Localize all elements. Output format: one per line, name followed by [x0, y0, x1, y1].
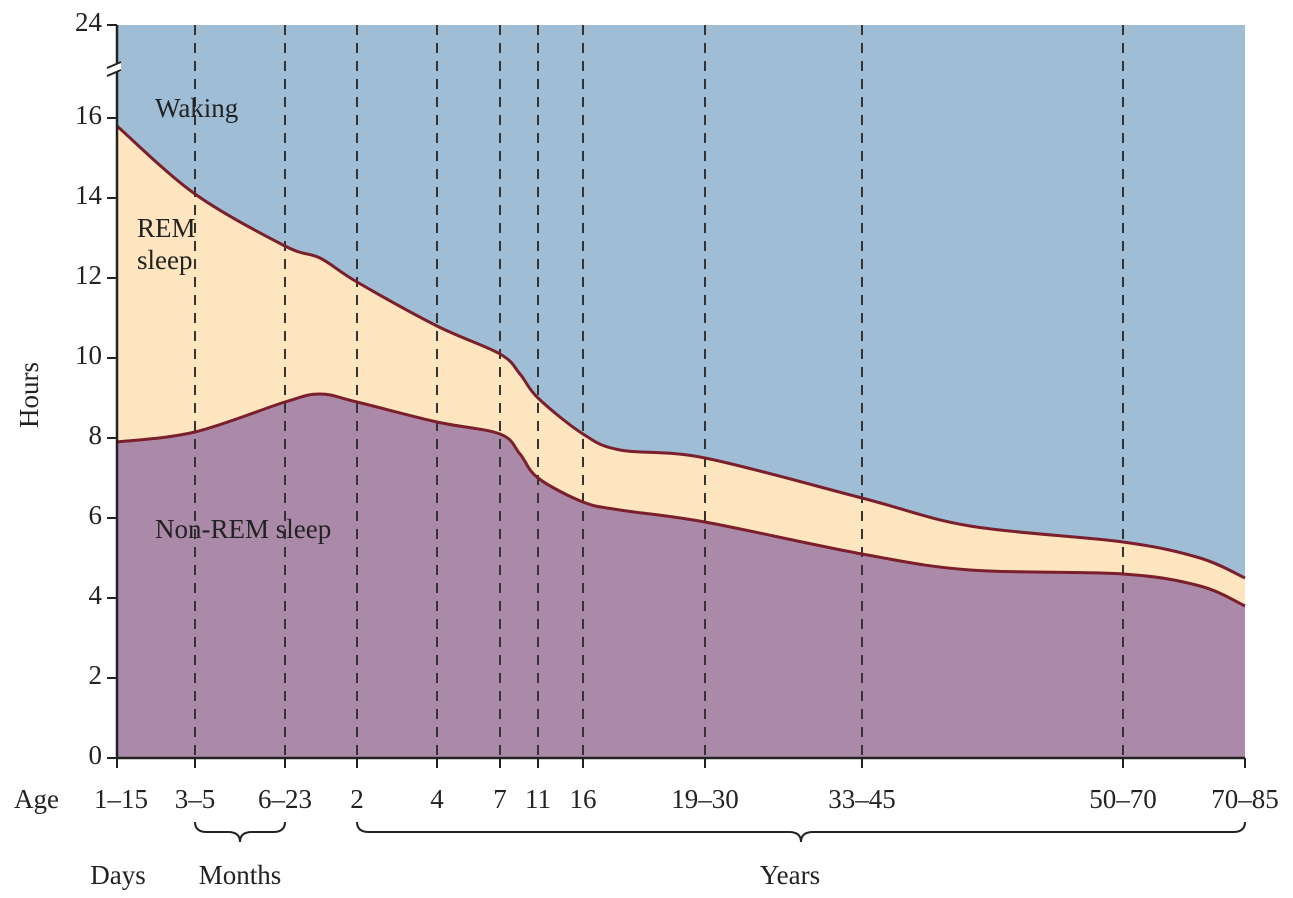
- y-tick-label: 6: [89, 500, 103, 530]
- x-tick-label: 70–85: [1211, 784, 1279, 814]
- brace: [194, 821, 286, 843]
- x-tick-label: 16: [570, 784, 597, 814]
- legend-label: Non-REM sleep: [155, 514, 332, 544]
- y-tick-label: 4: [89, 580, 103, 610]
- axis-break: [106, 61, 122, 69]
- x-tick-label: 19–30: [671, 784, 739, 814]
- brace: [356, 821, 1246, 843]
- x-tick-label: 2: [350, 784, 364, 814]
- group-label: Years: [760, 860, 820, 890]
- y-tick-label: 12: [75, 260, 102, 290]
- x-tick-label: 3–5: [175, 784, 216, 814]
- x-axis-label: Age: [14, 784, 59, 814]
- x-tick-label: 1–15: [94, 784, 148, 814]
- x-tick-label: 6–23: [258, 784, 312, 814]
- x-tick-label: 7: [493, 784, 507, 814]
- area: [117, 126, 1245, 606]
- x-tick-label: 11: [525, 784, 551, 814]
- group-label: Days: [90, 860, 146, 890]
- y-tick-label: 10: [75, 340, 102, 370]
- x-tick-label: 33–45: [828, 784, 896, 814]
- area: [117, 394, 1245, 758]
- y-tick-label: 16: [75, 100, 102, 130]
- y-tick-label: 14: [75, 180, 103, 210]
- boundary-line: [116, 392, 1246, 608]
- x-tick-label: 50–70: [1089, 784, 1157, 814]
- legend-label: REM sleep: [137, 213, 196, 275]
- y-tick-label: 8: [89, 420, 103, 450]
- y-tick-label: 24: [75, 7, 103, 37]
- axis-break: [106, 69, 122, 77]
- y-tick-label: 2: [89, 660, 103, 690]
- axis-break-gap: [105, 63, 121, 72]
- x-tick-label: 4: [430, 784, 444, 814]
- legend-label: Waking: [155, 93, 239, 123]
- area: [117, 25, 1245, 578]
- boundary-line: [116, 124, 1246, 580]
- y-axis-label: Hours: [14, 362, 44, 428]
- group-label: Months: [199, 860, 282, 890]
- y-tick-label: 0: [89, 740, 103, 770]
